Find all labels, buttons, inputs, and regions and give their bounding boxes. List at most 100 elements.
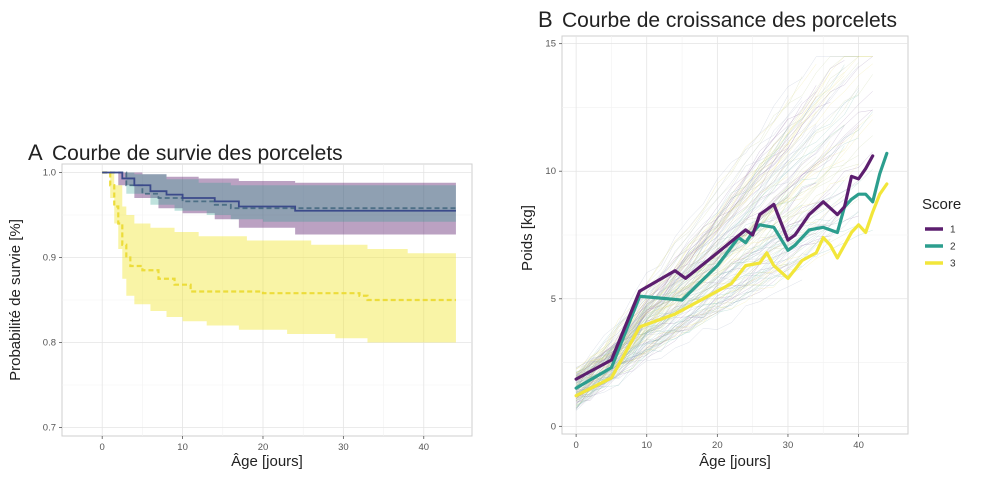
individual-growth-curve [575, 199, 845, 405]
individual-growth-curve [575, 247, 803, 394]
legend-title: Score [922, 196, 961, 213]
panel-a-letter: A [28, 140, 43, 165]
panel-a-x-ticks: 0 10 20 30 40 [100, 436, 429, 453]
panel-a-x-tick-label: 10 [177, 442, 188, 453]
individual-growth-curve [576, 198, 859, 370]
panel-b-y-axis-title: Poids [kg] [519, 205, 536, 271]
individual-growth-curve [576, 124, 817, 397]
individual-growth-curve [575, 123, 817, 377]
panel-a-y-tick-label: 0.9 [43, 253, 56, 264]
individual-growth-curve [575, 196, 789, 373]
mean-growth-line-score-2 [574, 151, 889, 390]
panel-a-y-tick-label: 0.8 [43, 338, 56, 349]
panel-b-x-tick-label: 10 [641, 440, 652, 451]
individual-growth-curve [575, 244, 803, 408]
individual-growth-curve [575, 171, 831, 391]
individual-growth-curve [576, 176, 789, 381]
individual-growth-curve [576, 215, 859, 402]
individual-growth-curve [575, 114, 873, 380]
panel-b-title: Courbe de croissance des porcelets [562, 9, 897, 32]
individual-growth-curve [575, 91, 873, 376]
panel-a-x-tick-label: 0 [100, 442, 105, 453]
individual-growth-curve [576, 259, 803, 390]
individual-growth-curve [575, 163, 859, 374]
panel-a-y-axis-title: Probabilité de survie [%] [7, 219, 24, 381]
individual-growth-curve [575, 135, 873, 384]
legend-label-score-2: 2 [950, 242, 956, 253]
individual-growth-curve [575, 56, 859, 376]
individual-growth-curve [575, 129, 859, 397]
individual-growth-curve [575, 228, 817, 395]
individual-growth-curve [575, 159, 789, 391]
individual-growth-curve [575, 84, 859, 401]
individual-growth-curve [575, 95, 789, 383]
individual-growth-curve [575, 180, 859, 376]
panel-b-x-tick-label: 40 [853, 440, 864, 451]
panel-a-y-ticks: 0.7 0.8 0.9 1.0 [43, 168, 62, 434]
individual-growth-curve [575, 192, 831, 404]
panel-b-x-ticks: 0 10 20 30 40 [573, 434, 864, 451]
individual-growth-curve [575, 279, 803, 403]
individual-growth-curve [575, 96, 817, 410]
panel-b-y-tick-label: 15 [545, 39, 556, 50]
individual-growth-curve [575, 133, 789, 388]
panel-b-y-tick-label: 5 [551, 294, 556, 305]
panel-b-x-tick-label: 30 [783, 440, 794, 451]
panel-b-letter: B [538, 7, 553, 32]
individual-growth-curve [575, 224, 859, 387]
individual-growth-curve [575, 130, 817, 387]
individual-growth-curve [575, 195, 789, 379]
survival-band-score2 [102, 172, 456, 222]
individual-growth-curve [576, 87, 859, 393]
individual-growth-curve [576, 180, 845, 386]
mean-growth-line-score-1 [574, 154, 875, 381]
individual-growth-curve [575, 56, 873, 382]
panel-b-mean-lines [574, 151, 889, 398]
panel-b-y-tick-label: 0 [551, 421, 556, 432]
individual-growth-curve [575, 156, 817, 402]
legend-label-score-3: 3 [950, 259, 956, 270]
panel-b-x-tick-label: 20 [712, 440, 723, 451]
legend-label-score-1: 1 [950, 225, 956, 236]
panel-a-title: Courbe de survie des porcelets [52, 142, 343, 165]
survival-band-score1 [102, 172, 456, 235]
individual-growth-curve [575, 151, 873, 398]
mean-growth-line-score-3 [574, 182, 889, 398]
panel-b-y-tick-label: 10 [545, 166, 556, 177]
individual-growth-curve [575, 182, 859, 374]
individual-growth-curve [575, 210, 859, 399]
individual-growth-curve [575, 214, 845, 402]
individual-growth-curve [575, 224, 859, 384]
panel-a-y-tick-label: 1.0 [43, 168, 56, 179]
survival-line-score2 [102, 171, 456, 210]
panel-a-x-tick-label: 30 [338, 442, 349, 453]
individual-growth-curve [575, 161, 803, 374]
panel-b-y-ticks: 0 5 10 15 [545, 39, 562, 432]
individual-growth-curve [575, 148, 789, 388]
survival-line-score3 [102, 171, 456, 302]
individual-growth-curve [575, 65, 859, 368]
individual-growth-curve [575, 109, 873, 384]
panel-a-y-tick-label: 0.7 [43, 423, 56, 434]
individual-growth-curve [575, 257, 803, 392]
individual-growth-curve [575, 60, 845, 393]
panel-a-x-axis-title: Âge [jours] [231, 453, 303, 470]
individual-growth-curve [575, 183, 803, 374]
individual-growth-curve [575, 56, 859, 400]
individual-growth-curve [575, 229, 873, 389]
panel-a-survival-lines [102, 171, 456, 302]
individual-growth-curve [575, 243, 817, 406]
individual-growth-curve [575, 96, 803, 387]
individual-growth-curve [575, 155, 789, 376]
panel-a-x-tick-label: 20 [258, 442, 269, 453]
individual-growth-curve [575, 124, 859, 402]
individual-growth-curve [575, 169, 873, 378]
panel-b-x-tick-label: 0 [573, 440, 578, 451]
individual-growth-curve [575, 239, 845, 397]
individual-growth-curve [575, 148, 831, 391]
individual-growth-curve [575, 224, 803, 369]
individual-growth-curve [575, 76, 803, 379]
individual-growth-curve [575, 118, 789, 391]
panel-b-x-axis-title: Âge [jours] [699, 453, 771, 470]
